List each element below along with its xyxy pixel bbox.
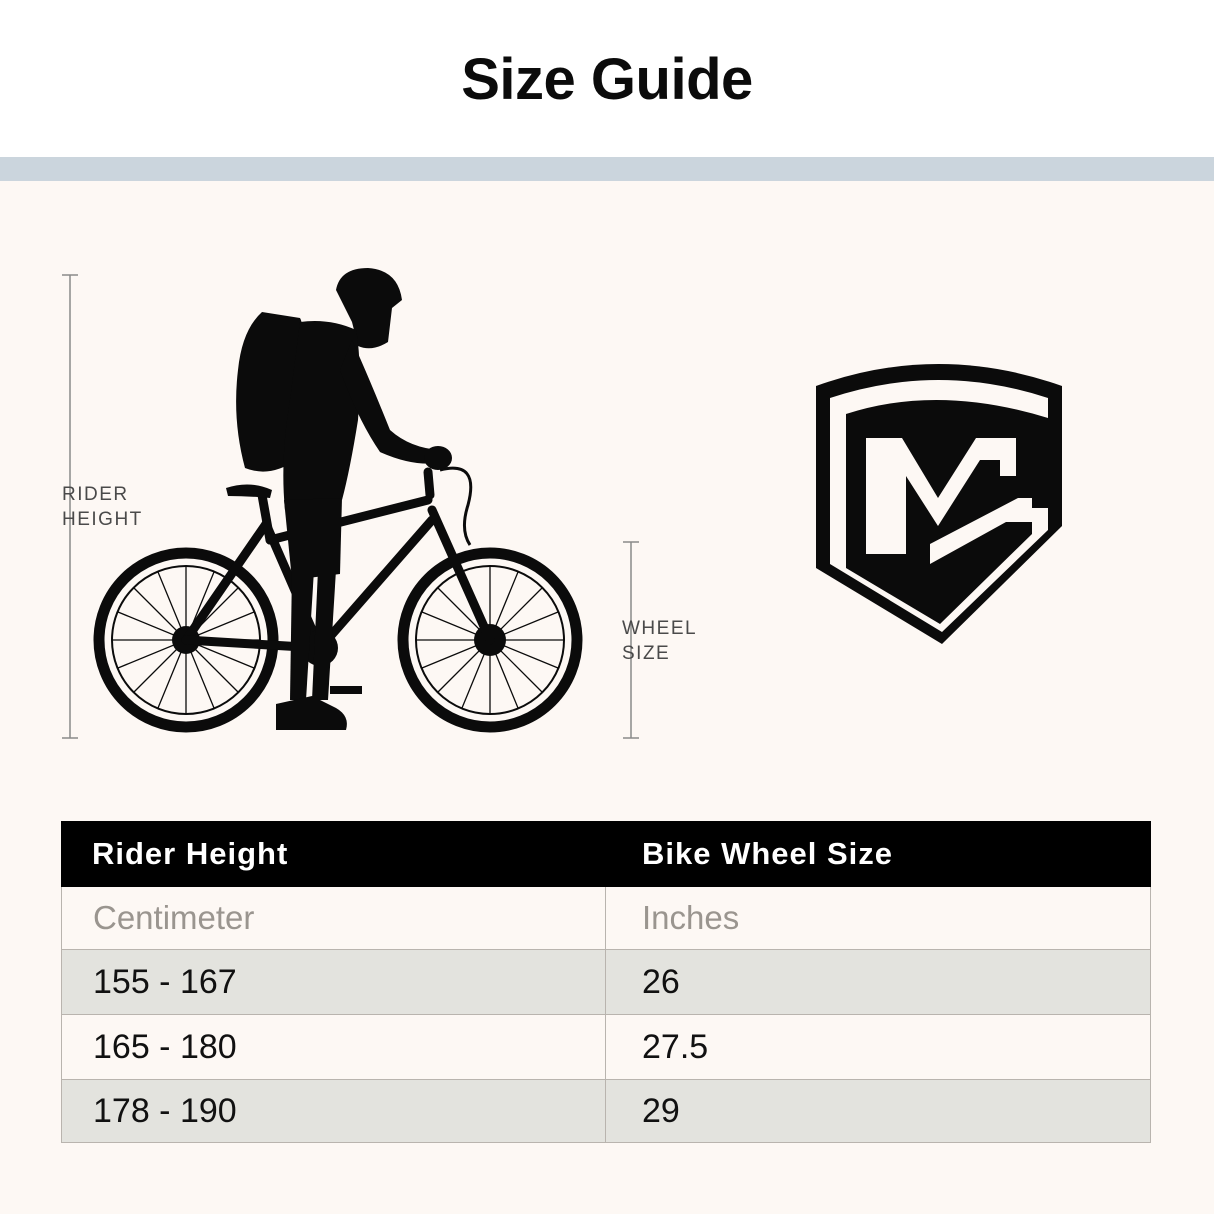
rider-height-cell: 155 - 167 (62, 950, 606, 1014)
page-title: Size Guide (461, 47, 753, 112)
table-row: 165 - 180 27.5 (61, 1015, 1151, 1080)
wheel-size-label: WHEEL SIZE (622, 616, 697, 666)
rider-height-label-line2: HEIGHT (62, 509, 143, 530)
wheel-size-cell: 29 (642, 1091, 680, 1130)
header-bike-wheel-size: Bike Wheel Size (642, 836, 894, 871)
size-table: Rider Height Bike Wheel Size Centimeter … (61, 821, 1151, 1143)
wheel-size-label-line1: WHEEL (622, 618, 698, 639)
header-rider-height: Rider Height (92, 836, 289, 871)
rider-height-label-line1: RIDER (62, 484, 129, 505)
table-header-row: Rider Height Bike Wheel Size (61, 821, 1151, 887)
wheel-size-bracket (623, 541, 639, 739)
table-row: 178 - 190 29 (61, 1080, 1151, 1143)
unit-inches: Inches (642, 899, 740, 936)
rider-height-label: RIDER HEIGHT (62, 482, 143, 532)
rider-height-cell: 178 - 190 (62, 1080, 606, 1142)
rider-bike-silhouette (93, 268, 583, 733)
table-row: 155 - 167 26 (61, 950, 1151, 1015)
unit-centimeter: Centimeter (62, 887, 606, 949)
wheel-size-cell: 26 (642, 962, 680, 1001)
header: Size Guide (0, 0, 1214, 157)
wheel-size-cell: 27.5 (642, 1027, 709, 1066)
brand-logo (816, 364, 1062, 644)
illustration-area: RIDER HEIGHT WHEEL SIZE (0, 181, 1214, 801)
wheel-size-label-line2: SIZE (622, 643, 671, 664)
rider-height-cell: 165 - 180 (62, 1015, 606, 1079)
divider-band (0, 157, 1214, 181)
rider-silhouette (236, 268, 452, 730)
table-units-row: Centimeter Inches (61, 887, 1151, 950)
rider-height-bracket (62, 274, 78, 739)
